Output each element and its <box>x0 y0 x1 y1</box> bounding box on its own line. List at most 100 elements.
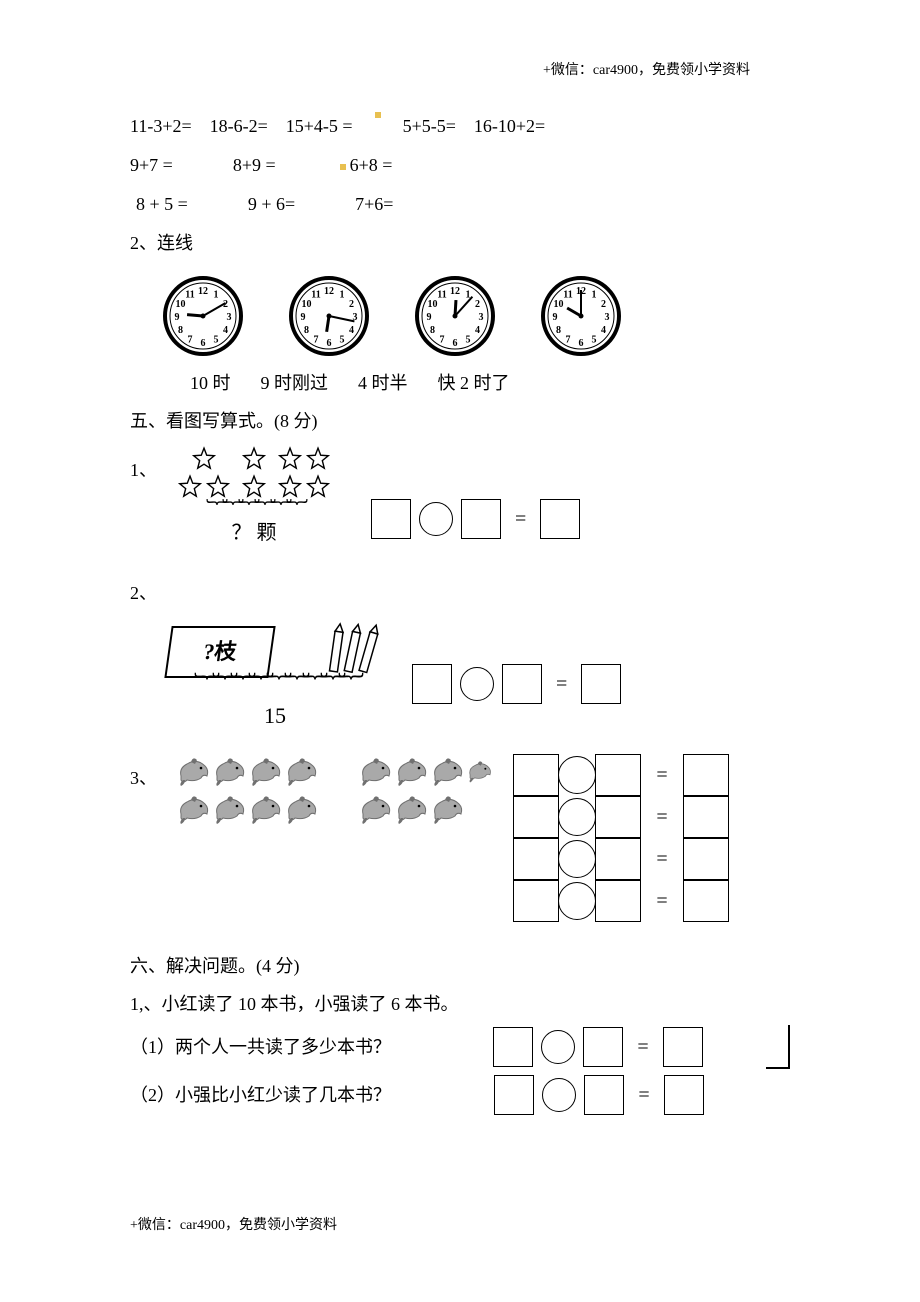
clock-icon: 123456789101112 <box>412 273 498 359</box>
q2-title: 2、连线 <box>130 229 790 258</box>
clock-labels: 10 时 9 时刚过 4 时半 快 2 时了 <box>190 369 790 398</box>
dolphin-icon <box>213 792 247 826</box>
svg-text:9: 9 <box>553 312 558 323</box>
answer-box[interactable] <box>595 754 641 796</box>
equation-boxes: = <box>371 499 580 539</box>
answer-box[interactable] <box>513 796 559 838</box>
clocks-row: 123456789101112 123456789101112 12345678… <box>160 273 790 359</box>
answer-box[interactable] <box>595 880 641 922</box>
answer-box[interactable] <box>683 796 729 838</box>
answer-box[interactable] <box>664 1075 704 1115</box>
svg-text:6: 6 <box>579 338 584 349</box>
svg-text:5: 5 <box>466 334 471 345</box>
operator-circle[interactable] <box>541 1030 575 1064</box>
answer-box[interactable] <box>513 838 559 880</box>
arith-row-1: 11-3+2= 18-6-2= 15+4-5 = 5+5-5= 16-10+2= <box>130 112 790 141</box>
svg-text:10: 10 <box>427 299 437 310</box>
svg-text:6: 6 <box>327 338 332 349</box>
svg-text:10: 10 <box>301 299 311 310</box>
operator-circle[interactable] <box>542 1078 576 1112</box>
answer-box[interactable] <box>581 664 621 704</box>
operator-circle[interactable] <box>419 502 453 536</box>
star-icon <box>305 474 331 500</box>
expr: 9+7 = <box>130 151 173 180</box>
dolphin-icon <box>177 754 211 788</box>
svg-text:12: 12 <box>450 286 460 297</box>
dolphin-icon <box>395 792 429 826</box>
clock-label: 快 2 时了 <box>438 369 510 398</box>
dot-icon <box>375 112 381 118</box>
svg-text:7: 7 <box>188 334 193 345</box>
answer-box[interactable] <box>513 754 559 796</box>
operator-circle[interactable] <box>460 667 494 701</box>
svg-text:7: 7 <box>314 334 319 345</box>
expr: 18-6-2= <box>210 112 268 141</box>
brace-label: ？ 颗 <box>232 517 277 549</box>
svg-text:5: 5 <box>340 334 345 345</box>
operator-circle[interactable] <box>558 756 596 794</box>
svg-text:11: 11 <box>437 289 446 300</box>
clock-label: 10 时 <box>190 369 231 398</box>
clock-icon: 123456789101112 <box>538 273 624 359</box>
answer-box[interactable] <box>461 499 501 539</box>
answer-box[interactable] <box>513 880 559 922</box>
q5-1-num: 1、 <box>130 456 157 485</box>
equation-grid: = = = = <box>513 754 729 922</box>
operator-circle[interactable] <box>558 840 596 878</box>
answer-box[interactable] <box>595 796 641 838</box>
answer-box[interactable] <box>494 1075 534 1115</box>
answer-box[interactable] <box>493 1027 533 1067</box>
brace-icon: ︸︸︸︸︸︸ <box>206 504 302 517</box>
dolphin-icon <box>359 792 393 826</box>
svg-text:8: 8 <box>556 325 561 336</box>
expr: 8+9 = <box>233 151 276 180</box>
answer-box[interactable] <box>584 1075 624 1115</box>
expr: 15+4-5 = <box>286 112 353 141</box>
answer-box[interactable] <box>663 1027 703 1067</box>
answer-box[interactable] <box>371 499 411 539</box>
expr: 6+8 = <box>350 155 393 175</box>
svg-text:7: 7 <box>440 334 445 345</box>
operator-circle[interactable] <box>558 882 596 920</box>
pencil-box: ?枝 <box>164 626 275 678</box>
answer-box[interactable] <box>540 499 580 539</box>
dolphin-icon <box>395 754 429 788</box>
answer-box[interactable] <box>683 838 729 880</box>
dolphin-icon <box>285 792 319 826</box>
svg-text:10: 10 <box>175 299 185 310</box>
pencils-block: ?枝 ︸︸︸︸︸︸︸︸︸ 15 <box>168 618 382 733</box>
answer-box[interactable] <box>595 838 641 880</box>
expr: 7+6= <box>355 190 393 219</box>
equals-sign: = <box>647 843 677 875</box>
svg-text:4: 4 <box>223 325 228 336</box>
equals-sign: = <box>647 885 677 917</box>
answer-box[interactable] <box>683 880 729 922</box>
equals-sign: = <box>647 801 677 833</box>
operator-circle[interactable] <box>558 798 596 836</box>
svg-text:5: 5 <box>214 334 219 345</box>
q6-2-row: （2）小强比小红少读了几本书？ = <box>130 1075 790 1115</box>
q5-2-num: 2、 <box>130 579 157 608</box>
star-icon <box>277 474 303 500</box>
svg-text:12: 12 <box>198 286 208 297</box>
svg-text:9: 9 <box>175 312 180 323</box>
star-icon <box>177 474 203 500</box>
svg-text:1: 1 <box>340 289 345 300</box>
equals-sign: = <box>556 668 567 700</box>
answer-box[interactable] <box>583 1027 623 1067</box>
q6-stem: 1,、小红读了 10 本书，小强读了 6 本书。 <box>130 990 790 1019</box>
answer-box[interactable] <box>412 664 452 704</box>
dolphin-icon <box>213 754 247 788</box>
answer-box[interactable] <box>502 664 542 704</box>
equals-sign: = <box>515 503 526 535</box>
svg-text:7: 7 <box>566 334 571 345</box>
star-icon <box>205 474 231 500</box>
expr: 16-10+2= <box>474 112 545 141</box>
star-icon <box>241 474 267 500</box>
equals-sign: = <box>637 1031 648 1063</box>
clock-icon: 123456789101112 <box>160 273 246 359</box>
answer-box[interactable] <box>683 754 729 796</box>
arith-row-2: 9+7 = 8+9 = 6+8 = <box>130 151 790 180</box>
svg-text:6: 6 <box>201 338 206 349</box>
equation-boxes: = <box>412 664 621 704</box>
